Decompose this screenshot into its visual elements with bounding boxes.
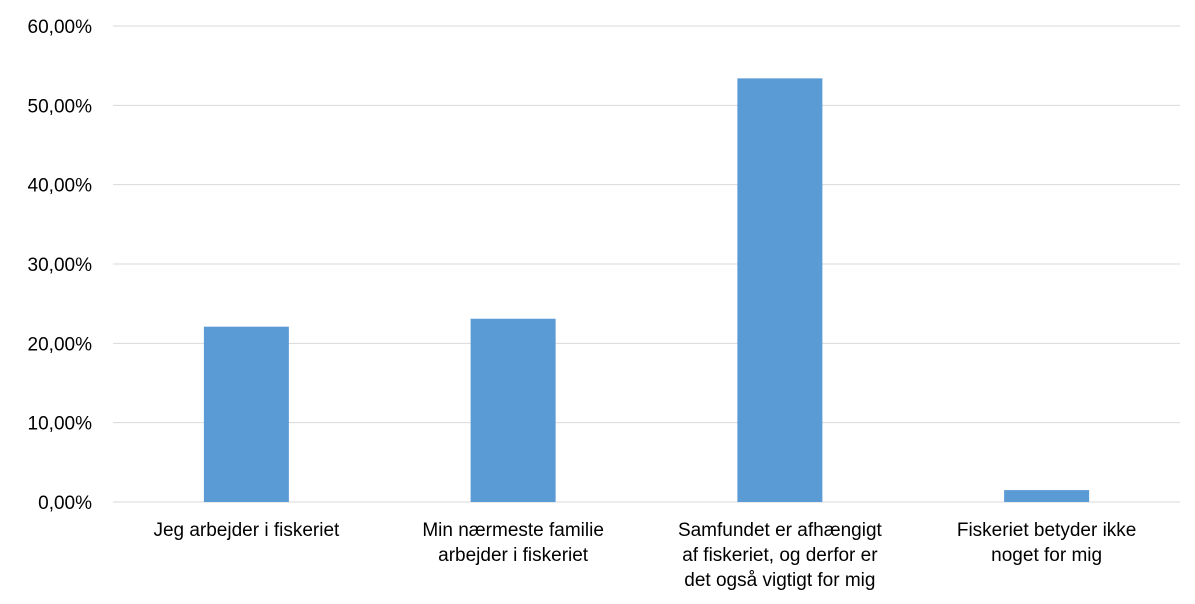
y-tick-label: 40,00% — [28, 176, 93, 197]
x-category-label-line: Jeg arbejder i fiskeriet — [153, 520, 340, 541]
x-category-label-line: Min nærmeste familie — [422, 520, 604, 541]
bar — [1004, 490, 1090, 502]
x-category-label-line: noget for mig — [991, 545, 1102, 566]
x-category-label-line: det også vigtigt for mig — [684, 570, 875, 591]
x-category-label: Min nærmeste familie arbejder i fiskeriet — [422, 520, 604, 566]
x-axis-category-labels: Jeg arbejder i fiskeriet Min nærmeste fam… — [153, 520, 1136, 591]
x-category-label: Samfundet er afhængigt af fiskeriet, og d… — [678, 520, 883, 591]
x-category-label-line: Samfundet er afhængigt — [678, 520, 883, 541]
x-category-label: Jeg arbejder i fiskeriet — [153, 520, 340, 541]
y-tick-label: 50,00% — [28, 96, 93, 117]
x-category-label-line: af fiskeriet, og derfor er — [682, 545, 878, 566]
bar — [203, 326, 289, 502]
y-tick-label: 0,00% — [38, 493, 92, 514]
gridlines — [113, 25, 1180, 503]
bar — [737, 78, 823, 503]
y-tick-label: 30,00% — [28, 255, 93, 276]
bar — [470, 318, 556, 502]
x-category-label-line: arbejder i fiskeriet — [438, 545, 589, 566]
x-category-label: Fiskeriet betyder ikke noget for mig — [957, 520, 1137, 566]
bars — [203, 78, 1090, 503]
y-tick-label: 60,00% — [28, 17, 93, 38]
y-axis-tick-labels: 0,00% 10,00% 20,00% 30,00% 40,00% 50,00% 60,00… — [28, 17, 93, 514]
y-tick-label: 10,00% — [28, 414, 93, 435]
x-category-label-line: Fiskeriet betyder ikke — [957, 520, 1137, 541]
y-tick-label: 20,00% — [28, 334, 93, 355]
